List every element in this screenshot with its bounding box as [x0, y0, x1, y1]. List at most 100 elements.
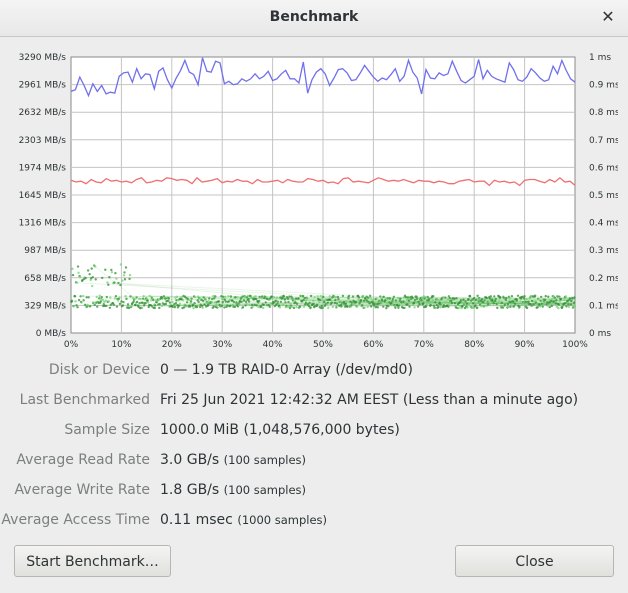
y-left-tick-label: 1645 MB/s	[19, 191, 67, 201]
access-time-point	[279, 300, 283, 303]
access-time-point	[142, 294, 145, 298]
access-time-point	[135, 300, 139, 304]
sample-count: (100 samples)	[223, 483, 307, 497]
access-time-point	[188, 305, 192, 308]
access-time-point	[440, 302, 444, 305]
access-time-point	[571, 297, 574, 300]
access-time-point	[262, 303, 265, 306]
access-time-point	[453, 297, 456, 300]
close-icon[interactable]: ✕	[601, 7, 615, 26]
access-time-point	[272, 295, 276, 299]
access-time-point	[550, 304, 553, 308]
access-time-point	[522, 297, 526, 300]
access-time-point	[304, 299, 307, 302]
access-time-point	[413, 306, 416, 309]
info-label: Average Write Rate	[14, 482, 150, 498]
access-time-point	[346, 305, 349, 308]
access-time-point	[211, 297, 214, 301]
access-time-point	[331, 305, 335, 309]
access-time-point	[100, 296, 103, 299]
access-time-point	[226, 304, 229, 307]
access-time-point	[313, 296, 316, 299]
access-time-point	[450, 302, 454, 305]
access-time-point	[114, 271, 117, 275]
access-time-point	[299, 294, 302, 298]
access-time-point	[311, 299, 315, 302]
info-label: Disk or Device	[48, 362, 150, 378]
access-time-point	[216, 306, 219, 309]
access-time-point	[399, 297, 402, 300]
access-time-point	[387, 305, 390, 308]
access-time-point	[138, 302, 141, 305]
access-time-point	[221, 301, 225, 304]
access-time-point	[268, 305, 271, 309]
access-time-point	[492, 302, 495, 305]
access-time-point	[290, 295, 293, 298]
access-time-point	[122, 300, 125, 304]
x-tick-label: 70%	[414, 340, 434, 350]
access-time-trace	[282, 303, 576, 306]
access-time-point	[391, 297, 395, 301]
access-time-point	[161, 297, 164, 300]
close-button[interactable]: Close	[455, 545, 614, 577]
access-time-point	[99, 300, 102, 303]
y-right-tick-label: 1 ms	[589, 53, 611, 63]
access-time-point	[80, 301, 83, 304]
access-time-point	[535, 302, 539, 305]
access-time-point	[474, 304, 477, 307]
access-time-point	[500, 301, 504, 304]
access-time-point	[426, 295, 429, 299]
access-time-point	[231, 299, 234, 302]
access-time-point	[258, 295, 261, 299]
access-time-point	[448, 303, 451, 306]
access-time-point	[448, 296, 452, 300]
access-time-point	[297, 297, 300, 300]
access-time-point	[108, 275, 111, 279]
access-time-point	[518, 305, 521, 309]
x-tick-label: 0%	[64, 340, 79, 350]
access-time-point	[569, 303, 573, 306]
access-time-point	[555, 299, 558, 302]
access-time-point	[567, 305, 571, 308]
access-time-point	[76, 305, 79, 309]
access-time-point	[130, 305, 133, 308]
access-time-point	[193, 296, 197, 299]
access-time-point	[319, 298, 322, 302]
access-time-point	[182, 306, 186, 309]
access-time-point	[200, 304, 204, 308]
info-row-sample-size: Sample Size 1000.0 MiB (1,048,576,000 by…	[0, 422, 628, 444]
access-time-point	[450, 299, 453, 302]
access-time-point	[284, 301, 287, 304]
access-time-point	[496, 301, 500, 305]
access-time-point	[327, 306, 330, 310]
y-right-tick-label: 0.9 ms	[589, 81, 618, 91]
access-time-point	[318, 300, 321, 304]
access-time-point	[278, 306, 282, 309]
access-time-point	[326, 301, 329, 304]
y-left-tick-label: 658 MB/s	[24, 274, 66, 284]
access-time-point	[432, 295, 435, 298]
access-time-point	[417, 300, 420, 304]
access-time-point	[320, 304, 323, 308]
access-time-point	[462, 298, 465, 301]
access-time-point	[76, 265, 80, 268]
access-time-point	[164, 297, 167, 300]
access-time-point	[233, 305, 237, 309]
start-benchmark-button[interactable]: Start Benchmark…	[14, 545, 171, 577]
access-time-point	[508, 297, 512, 300]
access-time-point	[135, 296, 138, 299]
access-time-point	[113, 281, 116, 284]
access-time-point	[362, 299, 366, 302]
x-tick-label: 40%	[263, 340, 283, 350]
access-time-point	[275, 296, 279, 299]
access-time-point	[406, 303, 409, 306]
access-time-point	[115, 277, 118, 280]
access-time-point	[528, 302, 532, 306]
access-time-point	[420, 298, 423, 302]
access-time-point	[127, 306, 131, 310]
access-time-point	[516, 294, 520, 297]
access-time-point	[542, 303, 545, 306]
access-time-point	[290, 305, 294, 309]
access-time-point	[248, 303, 251, 307]
access-time-point	[108, 306, 112, 309]
